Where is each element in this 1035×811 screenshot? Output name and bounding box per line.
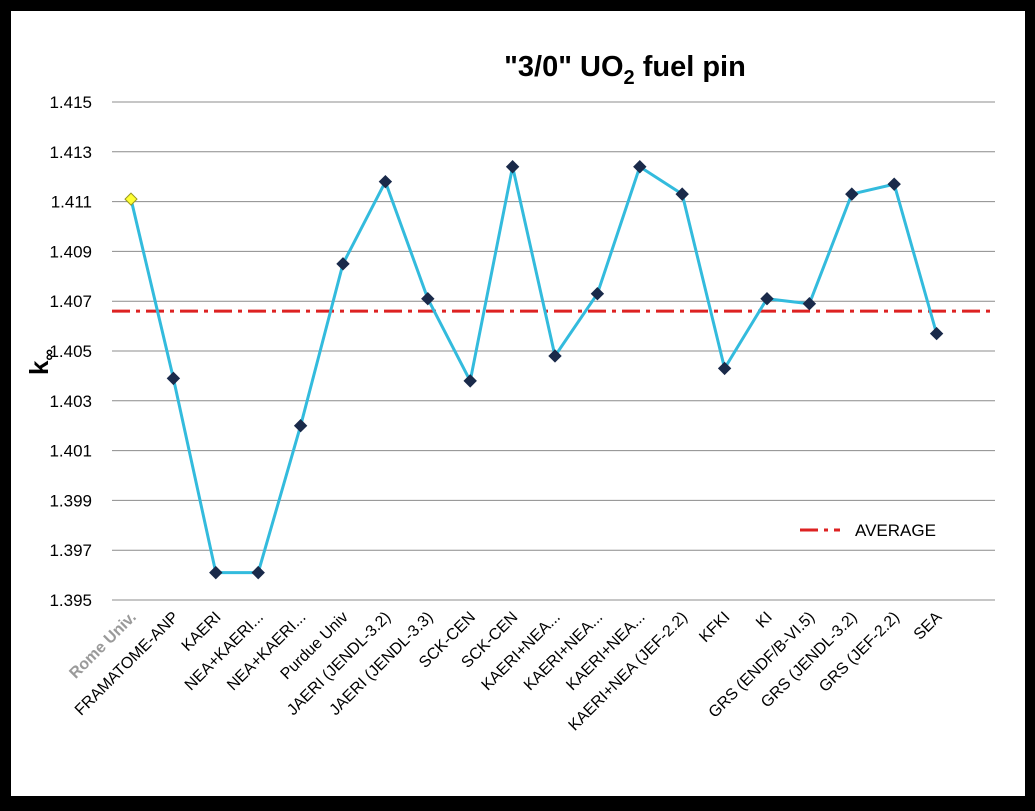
- data-point-marker: [590, 287, 605, 301]
- data-point-marker: [124, 192, 138, 206]
- data-point-marker: [548, 349, 562, 363]
- chart-title-rest: fuel pin: [635, 51, 746, 83]
- y-tick-label: 1.403: [49, 392, 92, 411]
- data-point-marker: [166, 371, 181, 386]
- y-tick-label: 1.407: [49, 292, 92, 311]
- y-tick-label: 1.395: [49, 591, 92, 610]
- data-point-marker: [845, 187, 859, 201]
- chart-title-subscript: 2: [624, 67, 635, 89]
- chart-title-main: "3/0" UO: [504, 51, 623, 83]
- y-axis-label-main: k: [24, 360, 54, 375]
- y-tick-labels: 1.415 1.413 1.411 1.409 1.407 1.405 1.403 1.401…: [49, 93, 92, 610]
- y-tick-label: 1.413: [49, 143, 92, 162]
- y-tick-label: 1.397: [49, 541, 92, 560]
- plot-background: [11, 11, 1025, 796]
- y-tick-label: 1.415: [49, 93, 92, 112]
- y-tick-label: 1.411: [51, 193, 92, 212]
- y-tick-label: 1.409: [49, 242, 92, 261]
- data-point-marker: [251, 565, 265, 580]
- legend: AVERAGE: [800, 521, 936, 540]
- data-point-marker: [675, 187, 689, 201]
- chart-title: "3/0" UO2 fuel pin: [504, 51, 746, 89]
- y-axis-label-subscript: ∞: [41, 349, 58, 360]
- data-point-marker: [760, 292, 774, 306]
- y-tick-label: 1.401: [49, 442, 92, 461]
- legend-average-label: AVERAGE: [855, 521, 936, 540]
- data-point-marker: [209, 565, 223, 580]
- data-point-marker: [378, 174, 393, 189]
- series-line: [129, 165, 939, 575]
- data-point-marker: [463, 374, 477, 388]
- data-point-marker: [336, 257, 350, 271]
- data-point-marker: [421, 292, 435, 306]
- data-point-marker: [633, 160, 647, 174]
- data-point-marker: [505, 160, 520, 174]
- y-tick-label: 1.399: [49, 491, 92, 510]
- series-group: [124, 160, 944, 580]
- data-point-marker: [293, 418, 308, 433]
- y-tick-label: 1.405: [49, 342, 92, 361]
- data-point-marker: [717, 361, 732, 376]
- y-axis-label: k∞: [24, 349, 58, 375]
- data-point-marker: [887, 177, 901, 191]
- data-point-marker: [929, 326, 944, 341]
- data-point-marker: [802, 296, 817, 311]
